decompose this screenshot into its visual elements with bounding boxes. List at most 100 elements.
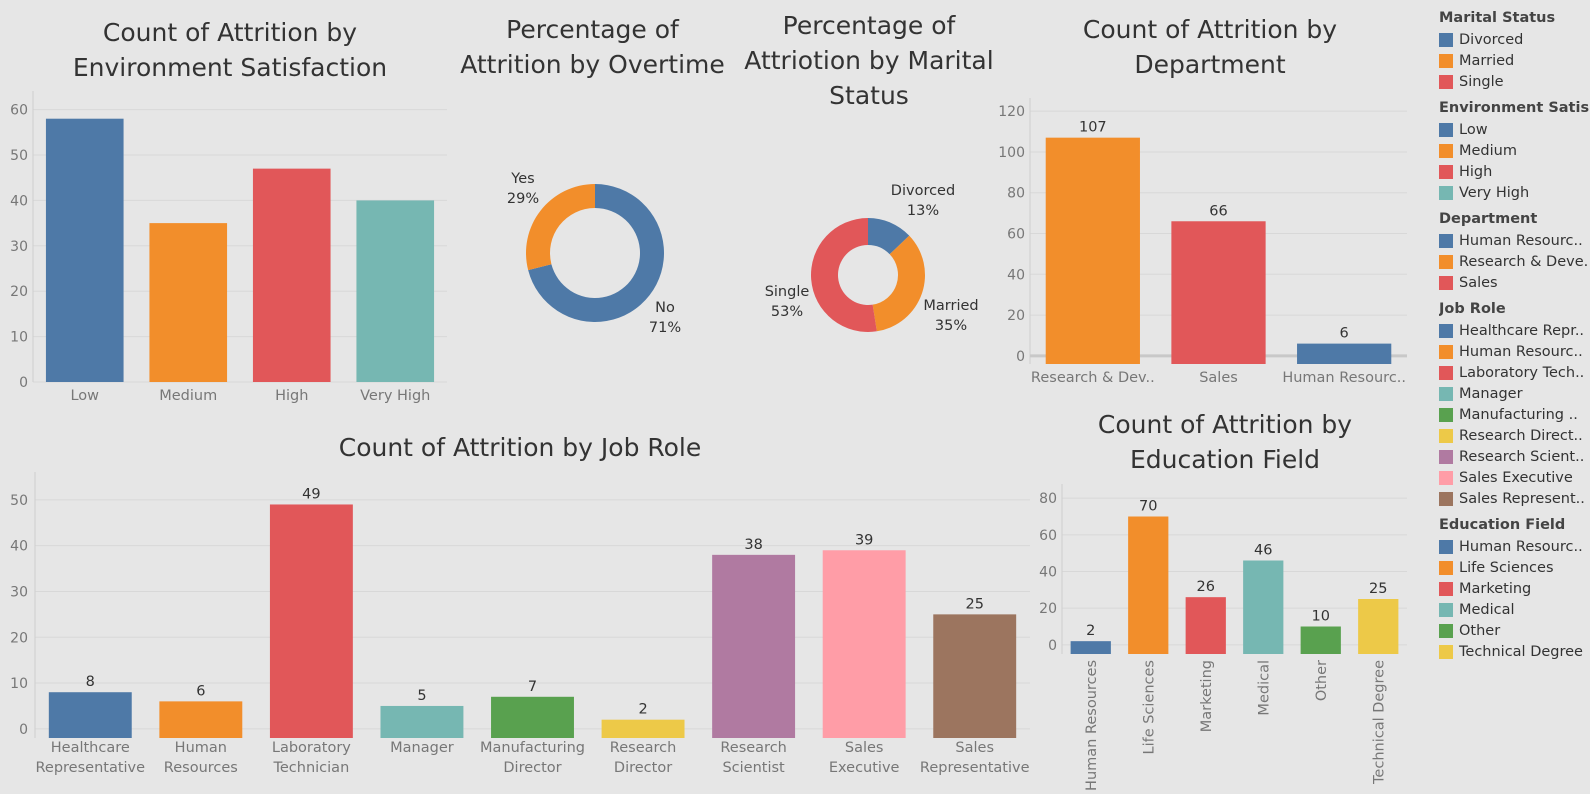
legend-item-label: High	[1459, 163, 1493, 180]
legend-item[interactable]: Laboratory Tech..	[1439, 362, 1589, 383]
marital-slice	[868, 218, 910, 255]
legend-item[interactable]: Sales	[1439, 272, 1589, 293]
edu-category-label: Technical Degree	[1371, 660, 1387, 785]
marital-slice-label: Single	[765, 284, 810, 300]
job-data-label: 49	[302, 486, 320, 502]
legend-swatch	[1439, 275, 1453, 290]
job-category-label: Healthcare	[51, 740, 130, 756]
legend-item[interactable]: High	[1439, 161, 1589, 182]
legend-item[interactable]: Human Resourc..	[1439, 536, 1589, 557]
legend-swatch	[1439, 53, 1453, 68]
legend-item[interactable]: Sales Represent..	[1439, 488, 1589, 509]
legend-item[interactable]: Healthcare Repr..	[1439, 320, 1589, 341]
job-y-tick-label: 20	[10, 630, 28, 646]
job-y-tick-label: 10	[10, 676, 28, 692]
job-category-label: Executive	[829, 760, 900, 776]
edu-y-tick-label: 60	[1039, 528, 1057, 544]
legend-item[interactable]: Human Resourc..	[1439, 230, 1589, 251]
job-category-label: Technician	[272, 760, 349, 776]
job-category-label: Sales	[955, 740, 994, 756]
job-bar	[48, 692, 132, 738]
job-category-label: Research	[720, 740, 787, 756]
overtime-slice-label: Yes	[510, 171, 534, 187]
edu-data-label: 25	[1369, 581, 1387, 597]
legend-item[interactable]: Low	[1439, 119, 1589, 140]
legend-swatch	[1439, 323, 1453, 338]
legend-item[interactable]: Marketing	[1439, 578, 1589, 599]
legend-item[interactable]: Human Resourc..	[1439, 341, 1589, 362]
dept-category-label: Human Resourc..	[1282, 370, 1406, 386]
job-category-label: Representative	[920, 760, 1030, 776]
legend-item[interactable]: Very High	[1439, 182, 1589, 203]
marital-chart-title: Percentage of Attriotion by Marital Stat…	[744, 11, 994, 110]
edu-category-label: Marketing	[1199, 660, 1215, 732]
legend-item[interactable]: Sales Executive	[1439, 467, 1589, 488]
dept-y-tick-label: 20	[1007, 308, 1025, 324]
job-y-tick-label: 50	[10, 493, 28, 509]
legend-item-label: Sales Executive	[1459, 469, 1573, 486]
job-category-label: Manufacturing	[480, 740, 585, 756]
job-data-label: 7	[528, 679, 537, 695]
job-category-label: Human	[175, 740, 227, 756]
legend-swatch	[1439, 74, 1453, 89]
legend-group: Job Role Healthcare Repr.. Human Resourc..…	[1439, 301, 1589, 509]
legend-item[interactable]: Married	[1439, 50, 1589, 71]
edu-category-label: Life Sciences	[1141, 660, 1157, 755]
edu-category-label: Human Resources	[1084, 660, 1100, 791]
legend-item[interactable]: Single	[1439, 71, 1589, 92]
job-category-label: Laboratory	[272, 740, 351, 756]
legend-item[interactable]: Manufacturing ..	[1439, 404, 1589, 425]
overtime-chart-title: Percentage of Attrition by Overtime	[460, 15, 725, 79]
legend-swatch	[1439, 386, 1453, 401]
legend-item[interactable]: Medium	[1439, 140, 1589, 161]
legend-group: Marital Status Divorced Married Single	[1439, 10, 1589, 92]
job-data-label: 5	[417, 688, 426, 704]
legend-item[interactable]: Medical	[1439, 599, 1589, 620]
legend-group-title: Education Field	[1439, 517, 1566, 533]
legend-item[interactable]: Research & Deve..	[1439, 251, 1589, 272]
legend-item[interactable]: Research Scient..	[1439, 446, 1589, 467]
legend-item[interactable]: Technical Degree	[1439, 641, 1589, 662]
legend-swatch	[1439, 365, 1453, 380]
job-category-label: Sales	[845, 740, 884, 756]
job-category-label: Director	[503, 760, 561, 776]
job-bar	[601, 719, 685, 738]
legend-item[interactable]: Other	[1439, 620, 1589, 641]
legend-item[interactable]: Life Sciences	[1439, 557, 1589, 578]
edu-y-tick-label: 80	[1039, 491, 1057, 507]
edu-y-tick-label: 0	[1048, 638, 1057, 654]
legend-swatch	[1439, 143, 1453, 158]
env-y-tick-label: 40	[10, 193, 28, 209]
dept-y-tick-label: 120	[998, 104, 1025, 120]
env-y-tick-label: 60	[10, 103, 28, 119]
legend-swatch	[1439, 581, 1453, 596]
legend-item-label: Divorced	[1459, 31, 1524, 48]
legend-swatch	[1439, 254, 1453, 269]
dept-y-tick-label: 100	[998, 145, 1025, 161]
env-bar	[149, 223, 228, 382]
legend-item-label: Healthcare Repr..	[1459, 322, 1585, 339]
job-category-label: Research	[610, 740, 677, 756]
legend-item-label: Research & Deve..	[1459, 253, 1589, 270]
job-category-label: Manager	[390, 740, 454, 756]
legend-item-label: Life Sciences	[1459, 559, 1554, 576]
legend-group: Department Human Resourc.. Research & Deve…	[1439, 211, 1589, 293]
legend-item[interactable]: Research Direct..	[1439, 425, 1589, 446]
legend-item[interactable]: Divorced	[1439, 29, 1589, 50]
legend-group-title: Marital Status	[1439, 10, 1556, 26]
env-y-tick-label: 30	[10, 239, 28, 255]
legend-item-label: Manager	[1459, 385, 1523, 402]
legend-swatch	[1439, 560, 1453, 575]
edu-bar	[1070, 641, 1111, 654]
legend-item-label: Medical	[1459, 601, 1515, 618]
legend-item[interactable]: Manager	[1439, 383, 1589, 404]
legend-item-label: Married	[1459, 52, 1515, 69]
env-bar	[252, 168, 331, 382]
dept-bar	[1297, 343, 1392, 364]
legend-group-title: Department	[1439, 211, 1538, 227]
marital-slice	[811, 218, 877, 332]
legend-group: Education Field Human Resourc.. Life Scien…	[1439, 517, 1589, 662]
dept-category-label: Sales	[1199, 370, 1238, 386]
env-y-tick-label: 20	[10, 284, 28, 300]
legend-panel: Marital Status Divorced Married Single Envir…	[1439, 10, 1589, 670]
